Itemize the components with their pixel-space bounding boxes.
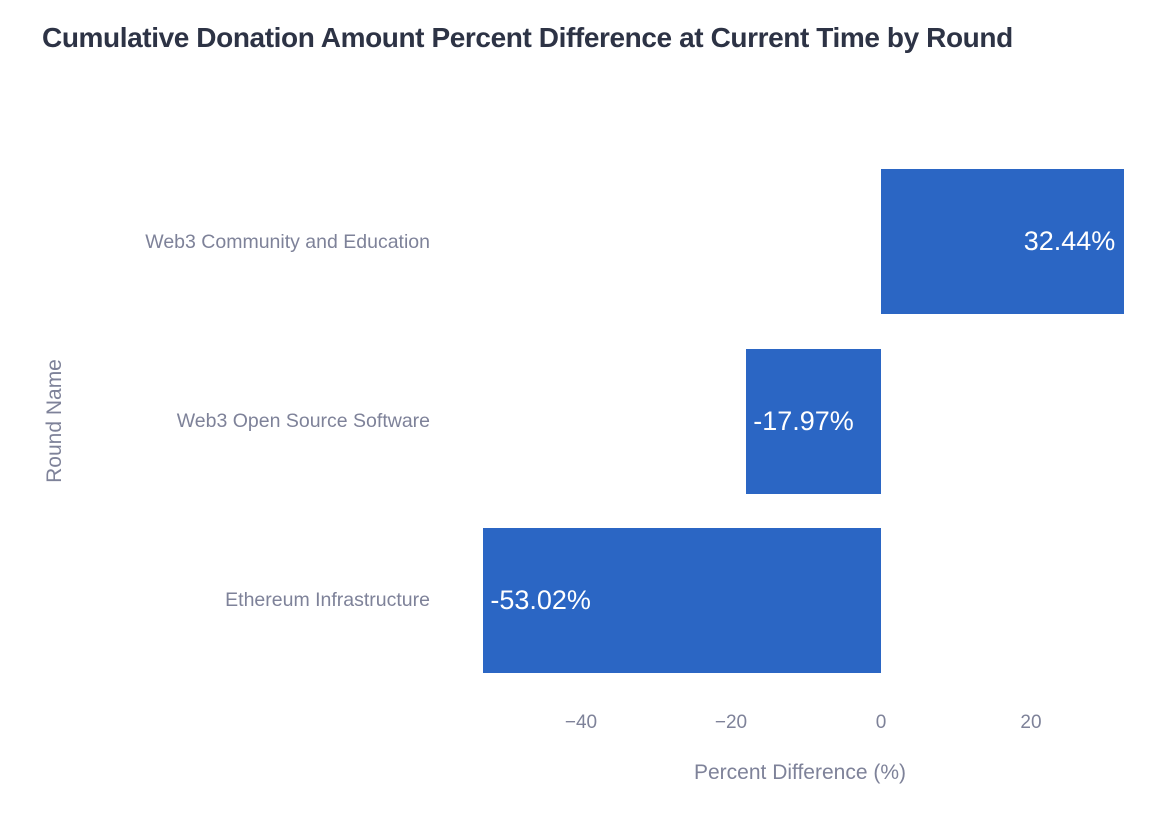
bar-value-label: -53.02% xyxy=(490,584,591,615)
x-tick-label: 20 xyxy=(1020,712,1042,733)
x-tick-label: −20 xyxy=(714,712,748,733)
bar: 32.44% xyxy=(881,169,1125,315)
bar-value-label: 32.44% xyxy=(1023,226,1116,257)
y-tick-label: Ethereum Infrastructure xyxy=(225,589,430,612)
y-tick-label: Web3 Open Source Software xyxy=(176,410,430,432)
y-axis-title: Round Name xyxy=(43,359,66,483)
bar-value-label: -17.97% xyxy=(753,405,854,436)
y-tick-label: Web3 Community and Education xyxy=(145,230,430,253)
x-tick-label: 0 xyxy=(875,712,887,733)
chart-title: Cumulative Donation Amount Percent Diffe… xyxy=(42,22,1013,53)
bar: -17.97% xyxy=(746,348,881,494)
x-axis-title: Percent Difference (%) xyxy=(693,761,907,784)
bar: -53.02% xyxy=(483,527,881,673)
x-tick-label: −40 xyxy=(564,712,598,733)
